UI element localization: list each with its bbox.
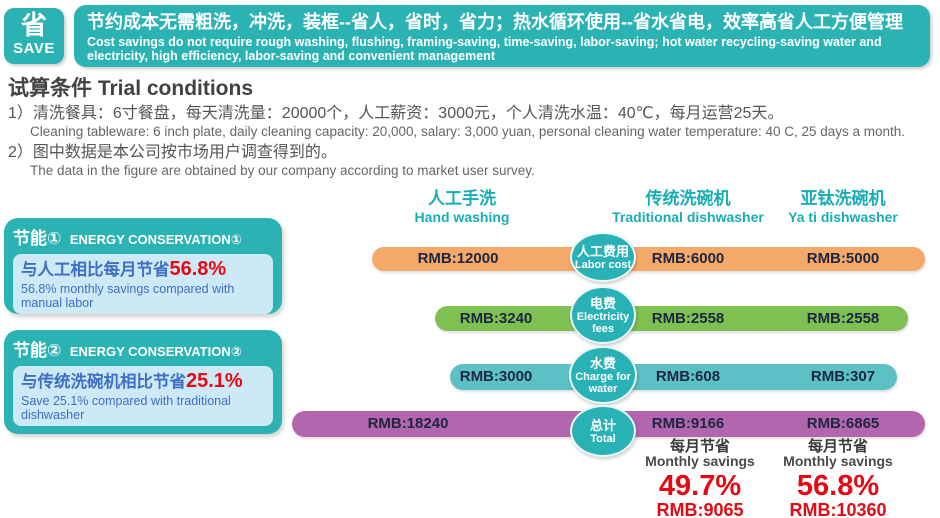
- trial-item-1-cn: 1）清洗餐具：6寸餐盘，每天清洗量：20000个，人工薪资：3000元，个人清洗…: [8, 105, 784, 122]
- value-electricity-traditional: RMB:2558: [651, 310, 725, 327]
- energy-box-highlight: 与传统洗碗机相比节省25.1%: [21, 370, 265, 393]
- monthly-savings-cn: 每月节省: [669, 438, 730, 455]
- value-total-yati: RMB:6865: [806, 415, 880, 432]
- monthly-savings-percent: 56.8%: [796, 470, 880, 502]
- monthly-savings-traditional: 每月节省 Monthly savings 49.7% RMB:9065: [625, 439, 775, 518]
- row-label-water-charge: 水费 Charge for water: [569, 346, 637, 404]
- column-header-cn: 人工手洗: [428, 189, 496, 208]
- row-label-cn: 人工费用: [576, 243, 629, 259]
- energy-box-title-en: ENERGY CONSERVATION①: [69, 232, 242, 247]
- energy-box-line-cn: 与传统洗碗机相比节省: [21, 373, 186, 391]
- row-label-total: 总计 Total: [570, 405, 636, 457]
- column-header-en: Traditional dishwasher: [612, 209, 764, 225]
- energy-box-body: 与传统洗碗机相比节省25.1% Save 25.1% compared with…: [13, 366, 273, 426]
- trial-conditions-title: 试算条件 Trial conditions: [8, 77, 254, 100]
- monthly-savings-percent: 49.7%: [658, 470, 742, 502]
- bar-water-charge: [450, 364, 897, 390]
- banner-headline-en: Cost savings do not require rough washin…: [87, 35, 882, 63]
- column-header-yati-dishwasher: 亚钛洗碗机 Ya ti dishwasher: [748, 189, 938, 225]
- value-labor-hand: RMB:12000: [417, 250, 499, 267]
- trial-conditions-section: 试算条件 Trial conditions 1）清洗餐具：6寸餐盘，每天清洗量：…: [8, 76, 932, 182]
- save-badge-en: SAVE: [13, 40, 55, 57]
- row-label-en: Charge for water: [575, 370, 631, 395]
- bar-electricity-fees: [435, 306, 908, 331]
- header-banner: 节约成本无需粗洗，冲洗，装框--省人，省时，省力；热水循环使用--省水省电，效率…: [74, 5, 930, 67]
- row-label-en: Labor cost: [574, 258, 632, 271]
- monthly-savings-yati: 每月节省 Monthly savings 56.8% RMB:10360: [758, 439, 918, 518]
- energy-box-line-en: Save 25.1% compared with traditional dis…: [21, 394, 231, 422]
- banner-headline-cn: 节约成本无需粗洗，冲洗，装框--省人，省时，省力；热水循环使用--省水省电，效率…: [87, 12, 903, 32]
- energy-box-percent: 56.8%: [169, 258, 227, 280]
- value-total-traditional: RMB:9166: [651, 415, 725, 432]
- energy-conservation-box-1: 节能① ENERGY CONSERVATION① 与人工相比每月节省56.8% …: [4, 218, 282, 314]
- row-label-cn: 电费: [589, 295, 616, 311]
- value-labor-yati: RMB:5000: [806, 250, 880, 267]
- value-electricity-yati: RMB:2558: [806, 310, 880, 327]
- column-header-cn: 亚钛洗碗机: [800, 189, 886, 208]
- energy-box-line-en: 56.8% monthly savings compared with manu…: [21, 282, 235, 310]
- energy-box-line-cn: 与人工相比每月节省: [21, 261, 170, 279]
- monthly-savings-amount: RMB:10360: [789, 500, 887, 518]
- monthly-savings-amount: RMB:9065: [656, 500, 744, 518]
- bar-labor-cost: [372, 247, 925, 271]
- value-water-traditional: RMB:608: [655, 368, 721, 385]
- save-badge-cn: 省: [20, 10, 47, 40]
- monthly-savings-en: Monthly savings: [645, 453, 755, 469]
- energy-box-body: 与人工相比每月节省56.8% 56.8% monthly savings com…: [13, 254, 273, 314]
- column-header-hand-washing: 人工手洗 Hand washing: [370, 189, 554, 225]
- energy-conservation-box-2: 节能② ENERGY CONSERVATION② 与传统洗碗机相比节省25.1%…: [4, 330, 282, 434]
- trial-item-2-en: The data in the figure are obtained by o…: [30, 163, 535, 178]
- energy-box-title-cn: 节能①: [13, 229, 62, 248]
- column-header-en: Ya ti dishwasher: [788, 209, 898, 225]
- value-water-hand: RMB:3000: [459, 368, 533, 385]
- row-label-cn: 总计: [589, 417, 616, 433]
- column-header-traditional-dishwasher: 传统洗碗机 Traditional dishwasher: [578, 189, 798, 225]
- energy-box-highlight: 与人工相比每月节省56.8%: [21, 258, 265, 281]
- value-electricity-hand: RMB:3240: [459, 310, 533, 327]
- value-labor-traditional: RMB:6000: [651, 250, 725, 267]
- save-badge: 省 SAVE: [4, 8, 64, 64]
- trial-item-1-en: Cleaning tableware: 6 inch plate, daily …: [30, 124, 906, 139]
- energy-box-header: 节能② ENERGY CONSERVATION②: [13, 336, 273, 361]
- trial-item-2-cn: 2）图中数据是本公司按市场用户调查得到的。: [8, 144, 337, 161]
- monthly-savings-en: Monthly savings: [783, 453, 893, 469]
- energy-box-title-cn: 节能②: [13, 341, 62, 360]
- monthly-savings-cn: 每月节省: [807, 438, 868, 455]
- row-label-electricity-fees: 电费 Electricity fees: [570, 286, 636, 344]
- energy-box-percent: 25.1%: [186, 370, 243, 392]
- energy-box-title-en: ENERGY CONSERVATION②: [69, 344, 242, 359]
- value-total-hand: RMB:18240: [367, 415, 449, 432]
- value-water-yati: RMB:307: [810, 368, 876, 385]
- row-label-en: Total: [590, 432, 616, 445]
- column-header-en: Hand washing: [414, 209, 510, 225]
- column-header-cn: 传统洗碗机: [645, 189, 731, 208]
- row-label-en: Electricity fees: [576, 310, 630, 335]
- energy-box-header: 节能① ENERGY CONSERVATION①: [13, 224, 273, 249]
- row-label-labor-cost: 人工费用 Labor cost: [570, 232, 636, 282]
- row-label-cn: 水费: [589, 355, 616, 371]
